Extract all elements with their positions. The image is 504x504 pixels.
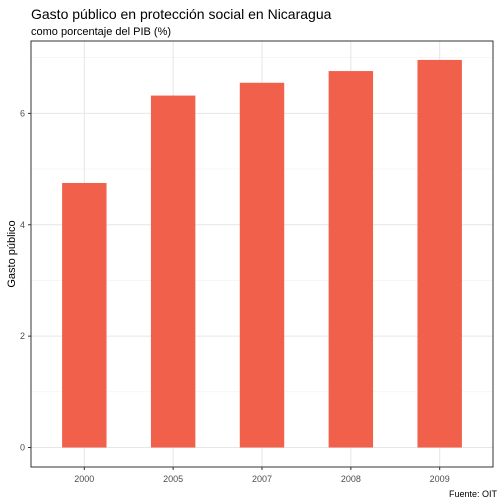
x-tick-label: 2005 (163, 474, 183, 484)
x-tick-label: 2000 (74, 474, 94, 484)
y-tick-label: 2 (20, 331, 25, 341)
bar-2007 (239, 82, 285, 448)
bars (62, 59, 462, 448)
chart-title: Gasto público en protección social en Ni… (31, 6, 332, 22)
y-axis: 0 2 4 6 (20, 108, 31, 453)
bar-2008 (328, 71, 374, 448)
x-tick-label: 2009 (430, 474, 450, 484)
x-tick-label: 2008 (341, 474, 361, 484)
y-tick-label: 6 (20, 108, 25, 118)
bar-2000 (62, 183, 107, 448)
x-axis: 2000 2005 2007 2008 2009 (74, 467, 450, 484)
bar-2009 (417, 59, 462, 448)
y-tick-label: 4 (20, 220, 25, 230)
x-tick-label: 2007 (252, 474, 272, 484)
chart-subtitle: como porcentaje del PIB (%) (31, 26, 171, 38)
chart-caption: Fuente: OIT (449, 489, 498, 499)
y-tick-label: 0 (20, 443, 25, 453)
y-axis-title: Gasto público (6, 220, 18, 287)
bar-2005 (150, 95, 196, 448)
